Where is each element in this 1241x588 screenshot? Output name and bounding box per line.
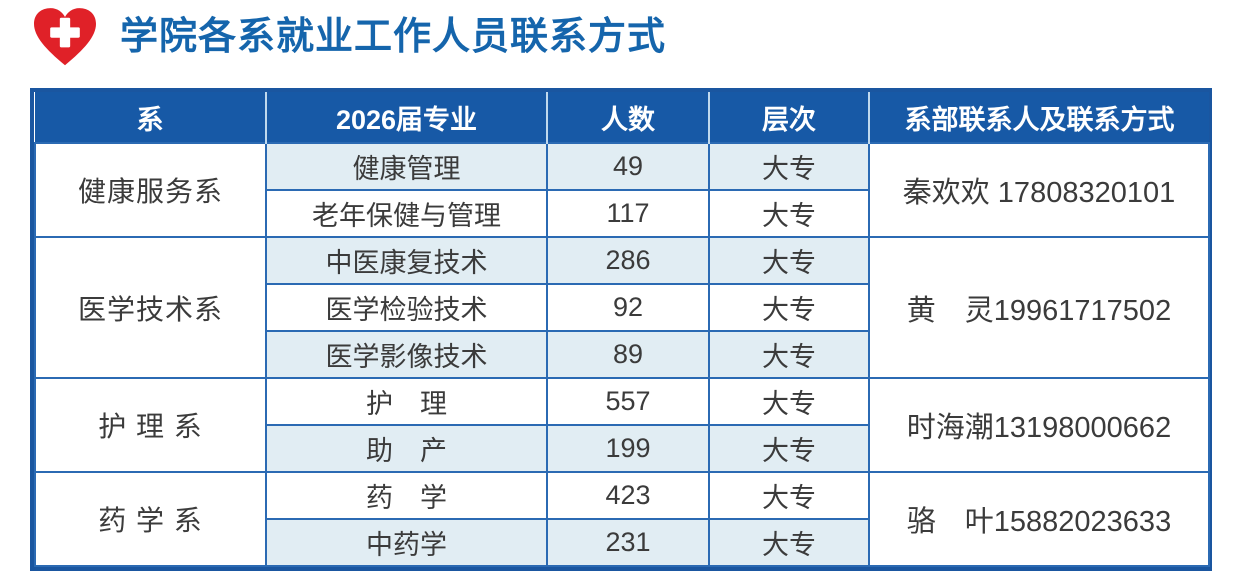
major-cell: 护 理 bbox=[265, 377, 548, 426]
table-row: 医学技术系 中医康复技术 286 大专 黄 灵19961717502 bbox=[34, 236, 1210, 379]
table-row: 医学影像技术 89 大专 bbox=[35, 330, 1209, 379]
count-cell: 89 bbox=[546, 330, 710, 379]
col-header-level: 层次 bbox=[708, 92, 869, 143]
col-header-contact: 系部联系人及联系方式 bbox=[868, 92, 1209, 143]
major-cell: 医学影像技术 bbox=[265, 330, 548, 379]
level-cell: 大专 bbox=[708, 471, 870, 520]
level-cell: 大专 bbox=[708, 518, 870, 567]
table-row: 助 产 199 大专 bbox=[35, 424, 1209, 473]
table-row: 健康服务系 健康管理 49 大专 秦欢欢 17808320101 bbox=[34, 142, 1210, 238]
table-row: 医学检验技术 92 大专 bbox=[35, 283, 1209, 332]
col-header-count: 人数 bbox=[546, 92, 709, 143]
page-title: 学院各系就业工作人员联系方式 bbox=[120, 16, 667, 58]
level-cell: 大专 bbox=[708, 236, 870, 285]
table-row: 药 学 系 药 学 423 大专 骆 叶15882023633 bbox=[34, 471, 1210, 567]
contact-cell: 黄 灵19961717502 bbox=[868, 236, 1210, 379]
level-cell: 大专 bbox=[708, 377, 870, 426]
level-cell: 大专 bbox=[708, 424, 870, 473]
table-row: 老年保健与管理 117 大专 bbox=[35, 189, 1209, 238]
major-cell: 中医康复技术 bbox=[265, 236, 548, 285]
count-cell: 286 bbox=[546, 236, 710, 285]
dept-cell: 护 理 系 bbox=[34, 377, 267, 473]
contact-table: 系 2026届专业 人数 层次 系部联系人及联系方式 健康服务系 健康管理 49… bbox=[34, 92, 1210, 567]
count-cell: 49 bbox=[546, 142, 710, 191]
contact-cell: 骆 叶15882023633 bbox=[868, 471, 1210, 567]
level-cell: 大专 bbox=[708, 189, 870, 238]
count-cell: 423 bbox=[546, 471, 710, 520]
table-row: 护 理 系 护 理 557 大专 时海潮13198000662 bbox=[34, 377, 1210, 473]
level-cell: 大专 bbox=[708, 142, 870, 191]
count-cell: 117 bbox=[546, 189, 710, 238]
count-cell: 92 bbox=[546, 283, 710, 332]
contact-cell: 秦欢欢 17808320101 bbox=[868, 142, 1210, 238]
major-cell: 药 学 bbox=[265, 471, 548, 520]
heart-cross-icon bbox=[34, 8, 96, 66]
major-cell: 助 产 bbox=[265, 424, 548, 473]
major-cell: 医学检验技术 bbox=[265, 283, 548, 332]
col-header-department: 系 bbox=[35, 92, 266, 143]
count-cell: 231 bbox=[546, 518, 710, 567]
header-row: 系 2026届专业 人数 层次 系部联系人及联系方式 bbox=[35, 92, 1209, 143]
table-row: 中药学 231 大专 bbox=[35, 518, 1209, 567]
contact-table-wrapper: 系 2026届专业 人数 层次 系部联系人及联系方式 健康服务系 健康管理 49… bbox=[30, 88, 1212, 571]
contact-cell: 时海潮13198000662 bbox=[868, 377, 1210, 473]
dept-cell: 医学技术系 bbox=[34, 236, 267, 379]
count-cell: 199 bbox=[546, 424, 710, 473]
dept-cell: 药 学 系 bbox=[34, 471, 267, 567]
title-bar: 学院各系就业工作人员联系方式 bbox=[28, 6, 666, 68]
level-cell: 大专 bbox=[708, 283, 870, 332]
level-cell: 大专 bbox=[708, 330, 870, 379]
dept-cell: 健康服务系 bbox=[34, 142, 267, 238]
count-cell: 557 bbox=[546, 377, 710, 426]
col-header-major: 2026届专业 bbox=[265, 92, 547, 143]
major-cell: 中药学 bbox=[265, 518, 548, 567]
major-cell: 健康管理 bbox=[265, 142, 548, 191]
major-cell: 老年保健与管理 bbox=[265, 189, 548, 238]
